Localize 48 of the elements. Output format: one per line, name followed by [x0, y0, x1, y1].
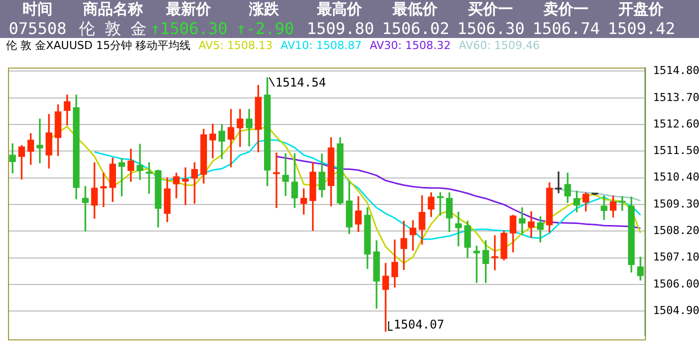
candlestick [228, 108, 234, 168]
text: 伦 敦 金 [78, 19, 148, 40]
candlestick [146, 162, 152, 194]
text: ↑-2.90 [235, 19, 296, 40]
text: 最低价 [391, 0, 438, 19]
text: AV5: 1508.13 [198, 39, 273, 52]
text: 最新价 [165, 0, 212, 19]
candlestick [273, 152, 280, 208]
text: 涨跌 [248, 0, 280, 19]
y-tick-label: 1504.90 [653, 304, 699, 318]
annotation: 1504.07 [394, 317, 444, 332]
candlestick [282, 153, 289, 196]
y-tick-label: 1512.60 [653, 117, 699, 130]
text: 1506.30 [456, 19, 526, 40]
y-tick-label: 1508.20 [653, 224, 699, 238]
candlestick [600, 195, 608, 220]
y-tick-label: 1514.80 [653, 64, 699, 78]
text: 075508 [8, 19, 68, 40]
text: 卖价一 [542, 0, 590, 19]
y-tick-label: 1509.30 [653, 197, 699, 210]
text: 1509.42 [606, 19, 676, 40]
candlestick [555, 171, 562, 194]
text: 买价一 [466, 0, 514, 19]
text: 开盘价 [617, 0, 665, 19]
text: ↑1506.30 [150, 19, 228, 40]
chart-title: 伦 敦 金XAUUSD 15分钟 移动平均线 [6, 38, 191, 53]
text: 1506.02 [380, 19, 450, 40]
text: 商品名称 [82, 0, 144, 19]
text: AV10: 1508.87 [280, 39, 362, 52]
text: 1506.74 [531, 19, 601, 40]
annotation: 1514.54 [275, 76, 326, 90]
candlestick [191, 162, 198, 204]
candlestick [455, 212, 462, 246]
text: AV60: 1509.46 [458, 39, 540, 52]
y-tick-label: 1511.50 [653, 144, 699, 158]
text: 最高价 [316, 0, 363, 19]
candlestick [136, 144, 144, 180]
candlestick [9, 143, 16, 174]
text: AV30: 1508.32 [370, 39, 451, 52]
y-tick-label: 1513.70 [653, 90, 699, 104]
y-tick-label: 1510.40 [653, 170, 699, 184]
candlestick [182, 167, 189, 206]
text: 时间 [22, 0, 54, 19]
y-tick-label: 1507.10 [653, 250, 699, 264]
candlestick [100, 172, 107, 208]
candlestick [410, 220, 416, 251]
text: 1509.80 [306, 19, 376, 40]
y-tick-label: 1506.00 [653, 277, 699, 290]
